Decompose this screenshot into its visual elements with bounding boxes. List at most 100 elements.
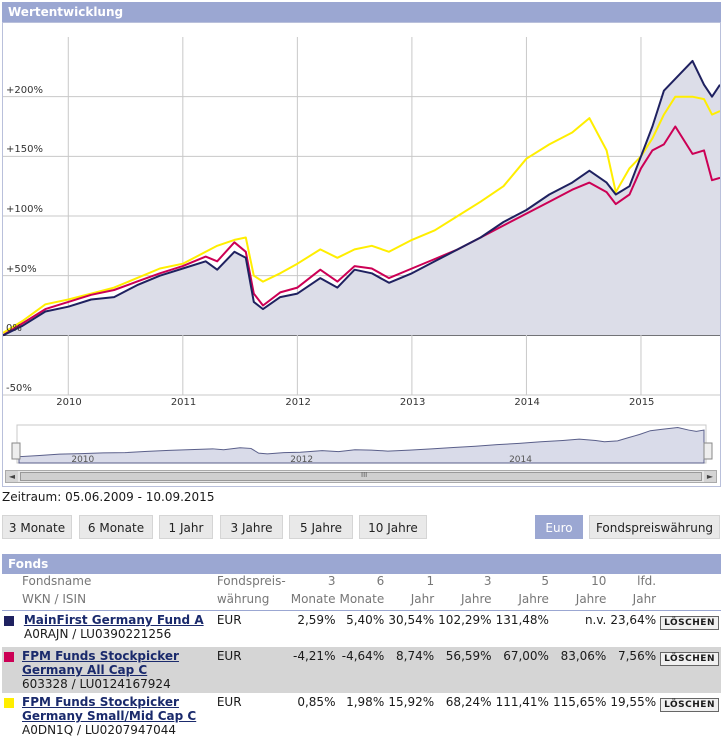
area-fill [3, 60, 720, 336]
fund-currency: EUR [216, 649, 242, 663]
table-header-row-1: Fondsname Fondspreis- 3 6 1 3 5 10 lfd. [2, 574, 721, 592]
navigator-tick-label: 2014 [509, 455, 532, 465]
period-1y-button[interactable]: 1 Jahr [159, 515, 213, 539]
navigator-series [18, 427, 705, 464]
col-5y: 5 [541, 574, 549, 588]
delete-button[interactable]: LÖSCHEN [660, 698, 719, 712]
col-currency: Fondspreis- [216, 574, 286, 588]
scroll-left-icon: ◄ [8, 472, 16, 481]
x-tick-label: 2014 [514, 397, 540, 408]
y-tick-label: +200% [6, 84, 43, 96]
col-lfd-unit: Jahr [632, 592, 657, 606]
col-10y-unit: Jahre [575, 592, 607, 606]
series-line [3, 59, 720, 337]
scroll-grip: III [361, 471, 368, 479]
series-color-swatch [4, 616, 14, 626]
perf-6m: 1,98% [346, 695, 385, 709]
col-5y-unit: Jahre [518, 592, 549, 606]
performance-chart: 2010 2012 2014 [3, 37, 720, 465]
period-5y-button[interactable]: 5 Jahre [289, 515, 353, 539]
perf-lfd: 23,64% [608, 610, 659, 647]
chart-scrollbar[interactable]: ◄ III ► [5, 470, 717, 483]
scroll-thumb[interactable]: III [20, 471, 702, 481]
chart-area[interactable]: 2010 2012 2014 +200% +150% +100% +50% 0% -50% 2… [2, 22, 721, 487]
perf-5y: 111,41% [495, 695, 549, 709]
perf-10y: n.v. [550, 610, 609, 647]
chart-panel-title: Wertentwicklung [8, 5, 124, 19]
col-1y-unit: Jahr [410, 592, 435, 606]
navigator-tick-label: 2012 [290, 455, 313, 465]
col-lfd: lfd. [637, 574, 657, 588]
navigator-tick-label: 2010 [71, 455, 94, 465]
period-3m-button[interactable]: 3 Monate [2, 515, 72, 539]
perf-5y: 131,48% [493, 610, 551, 647]
fund-name-link[interactable]: MainFirst Germany Fund A [23, 613, 204, 627]
chart-panel-header: Wertentwicklung [2, 2, 721, 22]
x-tick-label: 2010 [56, 397, 82, 408]
perf-lfd: 7,56% [617, 649, 657, 663]
col-3y: 3 [483, 574, 492, 588]
table-header-row-2: WKN / ISIN währung Monate Monate Jahr Ja… [2, 592, 721, 611]
fund-id: A0DN1Q / LU0207947044 [22, 723, 177, 737]
delete-button[interactable]: LÖSCHEN [660, 652, 719, 666]
col-3y-unit: Jahre [461, 592, 492, 606]
funds-panel-header: Fonds [2, 554, 721, 574]
perf-6m: 5,40% [337, 610, 387, 647]
period-6m-button[interactable]: 6 Monate [79, 515, 153, 539]
table-row: FPM Funds Stockpicker Germany Small/Mid … [2, 693, 721, 739]
perf-6m: -4,64% [341, 649, 385, 663]
perf-10y: 83,06% [560, 649, 607, 663]
scroll-left-button[interactable]: ◄ [6, 471, 18, 482]
scroll-right-button[interactable]: ► [704, 471, 716, 482]
table-row: FPM Funds Stockpicker Germany All Cap C … [2, 647, 721, 693]
x-tick-label: 2015 [628, 397, 655, 408]
fund-name-link[interactable]: FPM Funds Stockpicker Germany All Cap C [22, 649, 179, 677]
col-3m: 3 [327, 574, 336, 588]
x-tick-label: 2011 [170, 397, 197, 408]
perf-1y: 8,74% [396, 649, 435, 663]
perf-1y: 30,54% [386, 610, 437, 647]
perf-3m: 0,85% [297, 695, 336, 709]
perf-lfd: 19,55% [610, 695, 657, 709]
period-10y-button[interactable]: 10 Jahre [359, 515, 427, 539]
col-wkn-isin: WKN / ISIN [22, 592, 87, 606]
perf-3m: 2,59% [287, 610, 338, 647]
col-10y: 10 [591, 574, 607, 588]
table-row: MainFirst Germany Fund A A0RAJN / LU0390… [2, 610, 721, 647]
y-tick-label: +100% [6, 204, 43, 215]
currency-euro-button[interactable]: Euro [535, 515, 583, 539]
perf-5y: 67,00% [503, 649, 549, 663]
fund-currency: EUR [214, 610, 288, 647]
fund-name-link[interactable]: FPM Funds Stockpicker Germany Small/Mid … [22, 695, 197, 723]
funds-table: Fondsname Fondspreis- 3 6 1 3 5 10 lfd. … [2, 574, 721, 739]
col-currency-2: währung [216, 592, 270, 606]
y-tick-label: +50% [6, 263, 37, 275]
navigator-handle-right [703, 442, 713, 460]
perf-3y: 102,29% [436, 610, 494, 647]
col-1y: 1 [426, 574, 435, 588]
date-range: Zeitraum: 05.06.2009 - 10.09.2015 [2, 490, 215, 504]
perf-10y: 115,65% [552, 695, 607, 709]
period-3y-button[interactable]: 3 Jahre [220, 515, 283, 539]
fund-id: 603328 / LU0124167924 [22, 677, 171, 691]
delete-button[interactable]: LÖSCHEN [660, 616, 719, 630]
perf-3y: 56,59% [445, 649, 492, 663]
y-tick-label: 0% [6, 323, 22, 335]
currency-fund-button[interactable]: Fondspreiswährung [589, 515, 720, 539]
funds-panel-title: Fonds [8, 557, 49, 571]
col-6m: 6 [376, 574, 385, 588]
series-color-swatch [4, 652, 14, 662]
scroll-right-icon: ► [706, 472, 714, 481]
perf-3y: 68,24% [445, 695, 492, 709]
col-3m-unit: Monate [290, 592, 336, 606]
perf-1y: 15,92% [388, 695, 435, 709]
perf-3m: -4,21% [293, 649, 336, 663]
navigator-handle-left [11, 442, 21, 460]
x-tick-label: 2013 [399, 397, 426, 408]
series-line [3, 125, 720, 337]
series-color-swatch [4, 698, 14, 708]
col-6m-unit: Monate [339, 592, 385, 606]
col-fondsname: Fondsname [22, 574, 92, 588]
x-tick-label: 2012 [285, 397, 311, 408]
fund-currency: EUR [216, 695, 242, 709]
